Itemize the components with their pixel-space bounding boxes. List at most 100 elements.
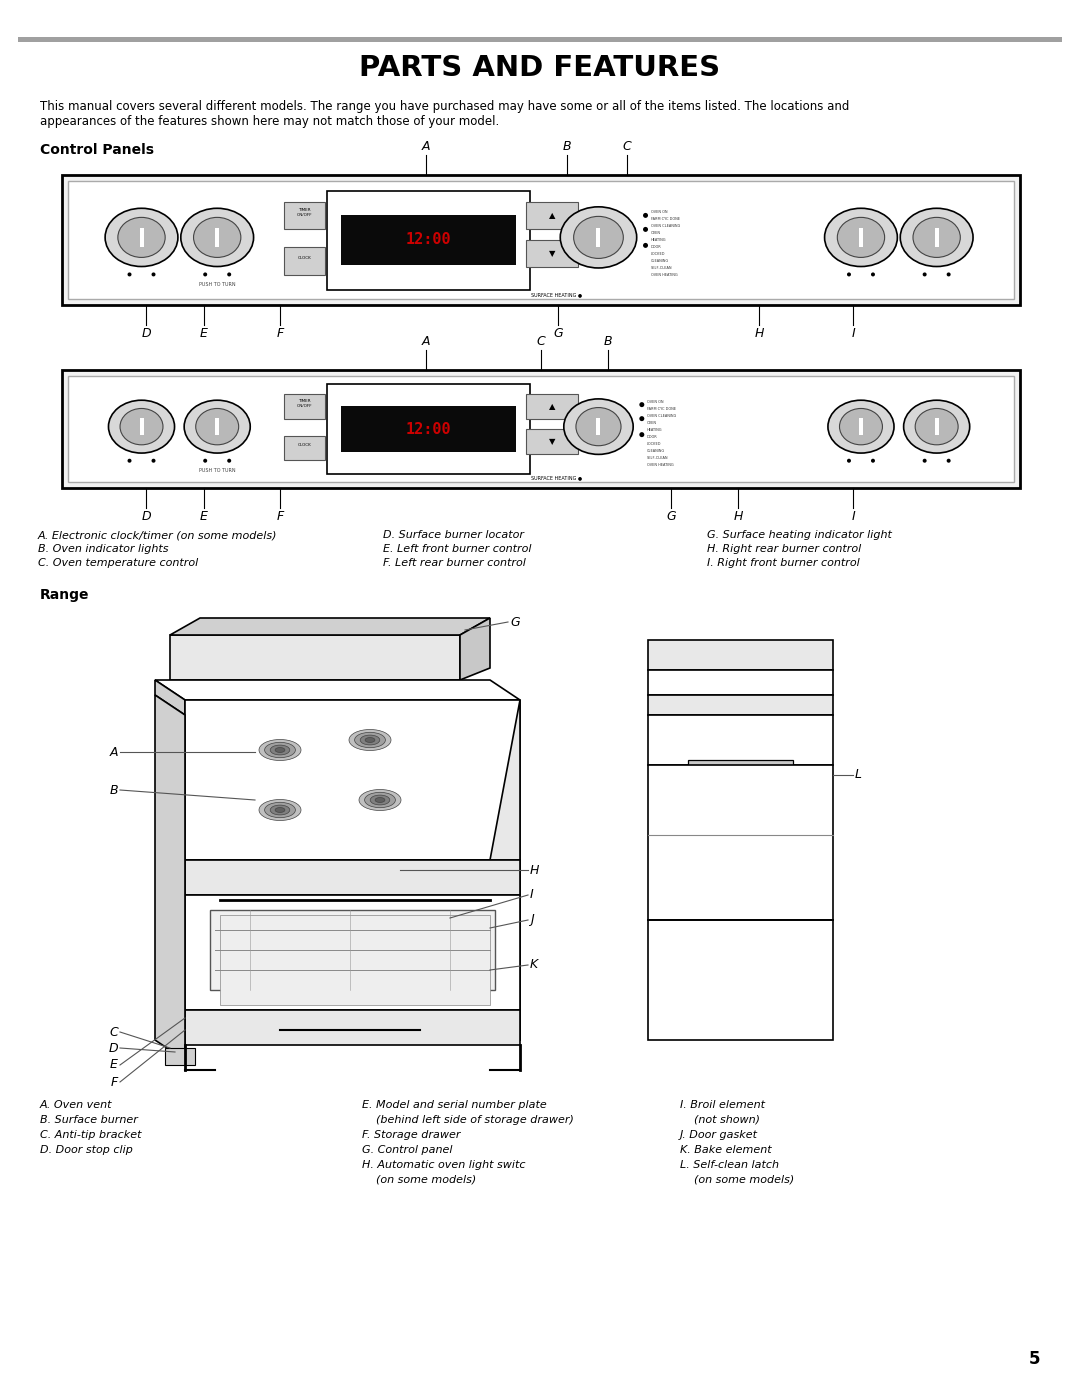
Text: C: C: [537, 335, 545, 348]
Text: ▲: ▲: [549, 402, 555, 411]
Ellipse shape: [120, 408, 163, 444]
Ellipse shape: [576, 408, 621, 446]
Circle shape: [870, 458, 875, 462]
Bar: [859, 418, 863, 434]
Bar: [341, 215, 516, 265]
Bar: [859, 228, 863, 246]
Ellipse shape: [265, 802, 296, 817]
Ellipse shape: [901, 208, 973, 267]
Circle shape: [151, 272, 156, 277]
Text: A. Oven vent: A. Oven vent: [40, 1099, 112, 1111]
Ellipse shape: [193, 218, 241, 257]
Text: Control Panels: Control Panels: [40, 142, 154, 156]
Text: appearances of the features shown here may not match those of your model.: appearances of the features shown here m…: [40, 115, 499, 129]
Bar: [934, 418, 939, 434]
Circle shape: [639, 416, 645, 420]
Text: E. Model and serial number plate: E. Model and serial number plate: [362, 1099, 546, 1111]
Text: (on some models): (on some models): [680, 1175, 794, 1185]
Text: OVEN CLEANING: OVEN CLEANING: [647, 414, 676, 418]
Text: CLOCK: CLOCK: [298, 443, 311, 447]
Text: I: I: [530, 888, 534, 901]
Text: C. Anti-tip bracket: C. Anti-tip bracket: [40, 1130, 141, 1140]
Circle shape: [643, 243, 648, 247]
Ellipse shape: [349, 729, 391, 750]
Text: L. Self-clean latch: L. Self-clean latch: [680, 1160, 779, 1171]
Text: DOOR: DOOR: [650, 246, 661, 250]
Text: PUSH TO TURN: PUSH TO TURN: [199, 282, 235, 288]
Bar: [284, 394, 325, 419]
Text: E: E: [110, 1059, 118, 1071]
Ellipse shape: [573, 217, 623, 258]
Circle shape: [639, 402, 645, 407]
Text: A: A: [109, 746, 118, 759]
Polygon shape: [170, 617, 490, 636]
Polygon shape: [713, 768, 768, 782]
Polygon shape: [648, 671, 833, 694]
Bar: [526, 394, 578, 419]
Circle shape: [643, 212, 648, 218]
Polygon shape: [185, 700, 519, 861]
Polygon shape: [185, 861, 519, 895]
Polygon shape: [185, 895, 519, 1010]
Text: ▼: ▼: [549, 437, 555, 446]
Text: I. Broil element: I. Broil element: [680, 1099, 765, 1111]
Ellipse shape: [828, 400, 894, 453]
Text: C: C: [109, 1025, 118, 1038]
Circle shape: [151, 458, 156, 462]
Text: D. Surface burner locator: D. Surface burner locator: [383, 529, 525, 541]
Polygon shape: [210, 909, 495, 990]
Polygon shape: [688, 760, 793, 789]
Text: Range: Range: [40, 588, 90, 602]
Text: J. Door gasket: J. Door gasket: [680, 1130, 758, 1140]
Circle shape: [127, 458, 132, 462]
Ellipse shape: [839, 408, 882, 444]
Polygon shape: [648, 715, 833, 766]
Text: D. Door stop clip: D. Door stop clip: [40, 1146, 133, 1155]
Text: LOCKED: LOCKED: [650, 253, 665, 257]
Bar: [934, 228, 939, 246]
Text: F: F: [111, 1076, 118, 1088]
Text: CLEANING: CLEANING: [647, 448, 665, 453]
Text: I. Right front burner control: I. Right front burner control: [707, 557, 860, 569]
Text: F. Storage drawer: F. Storage drawer: [362, 1130, 460, 1140]
Ellipse shape: [913, 218, 960, 257]
Text: J: J: [530, 914, 534, 926]
Bar: [596, 228, 600, 247]
Polygon shape: [185, 861, 519, 1039]
Ellipse shape: [105, 208, 178, 267]
Ellipse shape: [118, 218, 165, 257]
Bar: [139, 418, 144, 434]
Circle shape: [227, 272, 231, 277]
Text: ▼: ▼: [549, 249, 555, 258]
Text: K. Bake element: K. Bake element: [680, 1146, 771, 1155]
Circle shape: [203, 272, 207, 277]
Ellipse shape: [180, 208, 254, 267]
Text: TIMER
ON/OFF: TIMER ON/OFF: [297, 400, 312, 408]
Ellipse shape: [185, 400, 251, 453]
Polygon shape: [648, 921, 833, 1039]
Text: HEATING: HEATING: [647, 427, 662, 432]
Text: CLOCK: CLOCK: [298, 256, 311, 260]
Bar: [62, 175, 1020, 305]
Bar: [68, 376, 1014, 482]
Bar: [284, 247, 325, 275]
Text: 12:00: 12:00: [406, 232, 451, 247]
Polygon shape: [490, 700, 519, 1039]
Text: B: B: [563, 140, 571, 154]
Text: I: I: [851, 327, 855, 339]
Text: H: H: [733, 510, 743, 522]
Ellipse shape: [359, 789, 401, 810]
Circle shape: [922, 458, 927, 462]
Text: (on some models): (on some models): [362, 1175, 476, 1185]
Ellipse shape: [915, 408, 958, 444]
Bar: [18, 36, 1062, 42]
Ellipse shape: [564, 400, 633, 454]
Text: ▲: ▲: [549, 211, 555, 219]
Circle shape: [847, 272, 851, 277]
Text: A: A: [422, 140, 430, 154]
Text: E: E: [200, 510, 207, 522]
Text: B. Surface burner: B. Surface burner: [40, 1115, 138, 1125]
Circle shape: [643, 226, 648, 232]
Text: E. Left front burner control: E. Left front burner control: [383, 543, 531, 555]
Text: OVEN ON: OVEN ON: [647, 400, 663, 404]
